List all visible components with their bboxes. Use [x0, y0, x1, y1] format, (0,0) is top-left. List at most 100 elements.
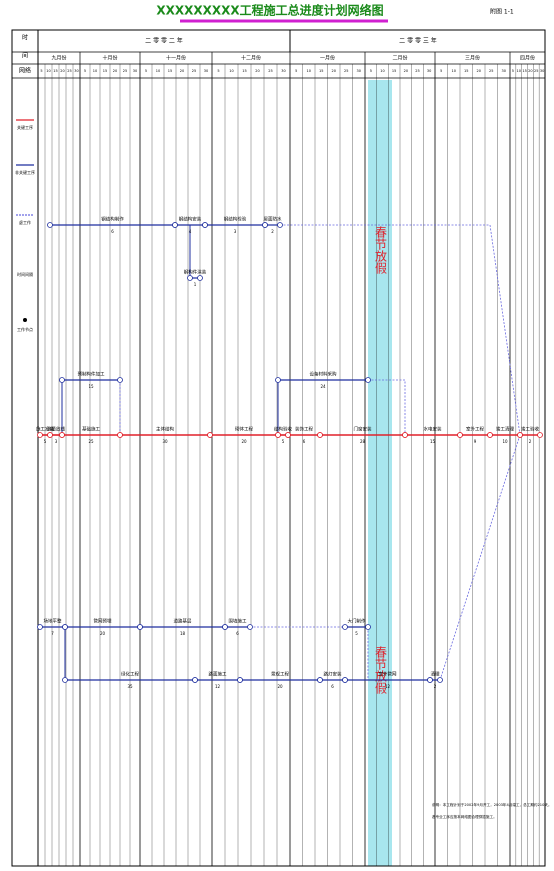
day: 5 [295, 69, 297, 73]
day: 10 [156, 69, 160, 73]
activity-label: 结构验收 [274, 426, 292, 433]
node [317, 432, 323, 438]
activity-duration: 25 [88, 439, 94, 444]
legend-node [23, 318, 27, 322]
activity-duration: 6 [331, 684, 334, 689]
activity-label: 钢构件涂装 [184, 269, 207, 276]
activity-duration: 3 [234, 229, 237, 234]
year: 二 零 零 二 年 [145, 37, 183, 45]
activity-duration: 10 [502, 439, 508, 444]
activity-duration: 7 [51, 631, 54, 636]
day: 20 [477, 69, 481, 73]
day: 30 [204, 69, 208, 73]
node [275, 377, 281, 383]
activity-duration: 2 [434, 684, 437, 689]
month: 三月份 [465, 55, 480, 62]
day: 25 [534, 69, 538, 73]
day: 20 [255, 69, 259, 73]
month: 十月份 [102, 55, 117, 62]
activity-duration: 20 [100, 631, 106, 636]
activity-label: 清理 [431, 671, 440, 678]
activity-label: 竣工验收 [521, 426, 539, 433]
legend-label: 时间间隔 [17, 271, 33, 277]
activity-duration: 15 [88, 384, 94, 389]
month: 四月份 [520, 55, 535, 62]
activity-label: 大门制作 [348, 618, 366, 625]
month: 十一月份 [166, 55, 186, 62]
activity-duration: 12 [215, 684, 221, 689]
node [197, 275, 203, 281]
node [247, 624, 253, 630]
holiday-label: 春节放假 [374, 226, 388, 275]
day: 20 [113, 69, 117, 73]
holiday-label: 春节放假 [374, 646, 388, 695]
activity-label: 路灯安装 [324, 671, 342, 678]
day: 30 [427, 69, 431, 73]
legend-label: 非关键工序 [15, 169, 35, 175]
day: 5 [40, 69, 42, 73]
day: 30 [502, 69, 506, 73]
year: 二 零 零 三 年 [399, 37, 437, 45]
node [275, 432, 281, 438]
node [117, 377, 123, 383]
day: 30 [540, 69, 544, 73]
note: 说明：本工程计划于2002年9月开工，2003年4月竣工，总工期约210天。 [432, 802, 552, 807]
row-head: 时 [22, 34, 28, 42]
node [487, 432, 493, 438]
day: 10 [93, 69, 97, 73]
activity-label: 基础施工 [82, 426, 100, 433]
activity-label: 围墙施工 [229, 618, 247, 625]
activity-duration: 12 [385, 684, 391, 689]
activity-duration: 15 [430, 439, 436, 444]
activity-duration: 5 [282, 439, 285, 444]
legend-label: 关键工序 [17, 124, 33, 130]
day: 20 [60, 69, 64, 73]
activity-label: 测量放线 [47, 426, 65, 433]
day: 25 [123, 69, 127, 73]
month: 九月份 [51, 55, 66, 62]
node [237, 677, 243, 683]
node [517, 432, 523, 438]
virtual-link [439, 434, 521, 681]
day: 30 [357, 69, 361, 73]
activity-duration: 2 [529, 439, 532, 444]
day: 25 [192, 69, 196, 73]
activity-duration: 6 [303, 439, 306, 444]
activity-label: 路面施工 [209, 671, 227, 678]
activity-label: 道路基层 [174, 618, 192, 625]
row-head: 网络 [19, 67, 31, 75]
node [365, 377, 371, 383]
node [62, 677, 68, 683]
day: 15 [53, 69, 57, 73]
node [37, 624, 43, 630]
day: 15 [392, 69, 396, 73]
day: 15 [103, 69, 107, 73]
activity-label: 设备材料采购 [310, 371, 337, 378]
activity-duration: 9 [474, 439, 477, 444]
day: 10 [307, 69, 311, 73]
day: 10 [517, 69, 521, 73]
node [402, 432, 408, 438]
day: 25 [67, 69, 71, 73]
node [187, 275, 193, 281]
month: 十二月份 [241, 55, 261, 62]
activity-duration: 1 [194, 282, 197, 287]
day: 20 [180, 69, 184, 73]
activity-duration: 20 [277, 684, 283, 689]
node [202, 222, 208, 228]
activity-label: 钢结构检验 [224, 216, 247, 223]
activity-label: 场地平整 [44, 618, 62, 625]
node [59, 432, 65, 438]
legend-label: 虚工作 [19, 219, 31, 225]
activity-duration: 2 [271, 229, 274, 234]
virtual-link [280, 224, 521, 436]
day: 5 [145, 69, 147, 73]
legend-label: 工作节点 [17, 326, 33, 332]
node [537, 432, 543, 438]
day: 25 [489, 69, 493, 73]
node [222, 624, 228, 630]
node [342, 624, 348, 630]
node [207, 432, 213, 438]
node [262, 222, 268, 228]
